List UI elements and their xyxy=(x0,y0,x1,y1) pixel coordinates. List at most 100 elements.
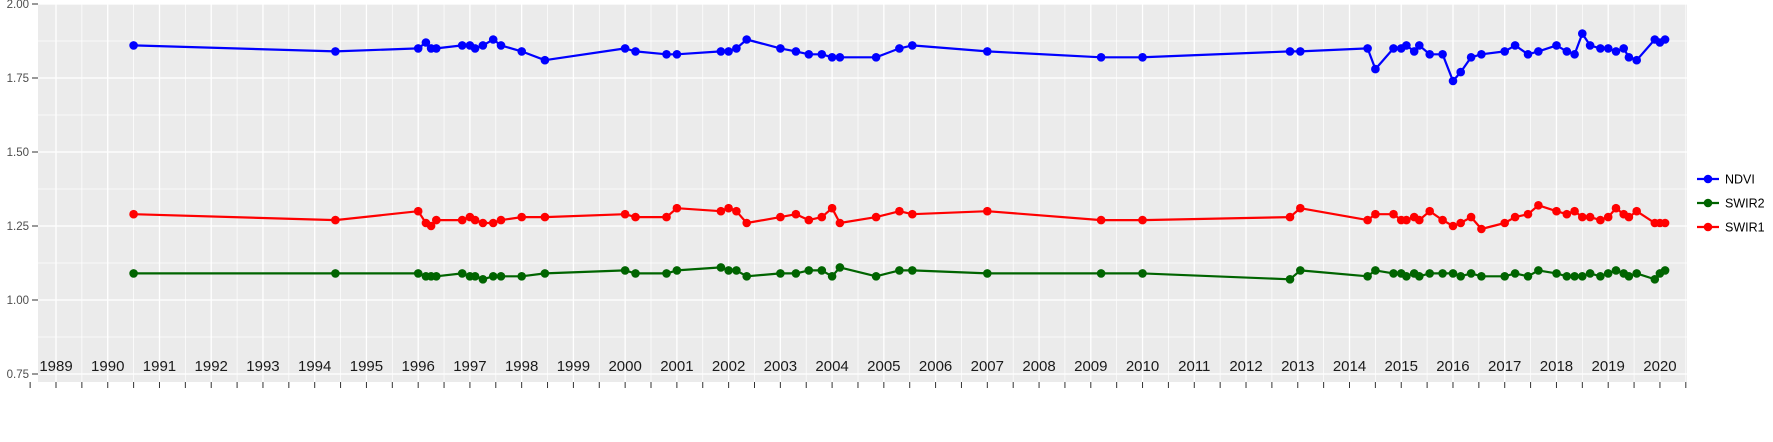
series-SWIR2-point xyxy=(1562,272,1572,281)
series-SWIR1-point xyxy=(817,212,827,222)
legend-item-SWIR1: SWIR1 xyxy=(1697,221,1765,235)
series-SWIR2-point xyxy=(1296,266,1305,275)
gridlines xyxy=(38,4,1687,382)
series-SWIR1-point xyxy=(631,212,640,222)
legend-label: NDVI xyxy=(1725,173,1755,187)
series-SWIR1-point xyxy=(1466,212,1476,222)
series-SWIR2-point xyxy=(1415,272,1424,281)
series-SWIR1-point xyxy=(1632,206,1641,216)
series-SWIR2-point xyxy=(432,272,441,281)
series-SWIR2-point xyxy=(1438,269,1447,278)
x-tick-label: 2014 xyxy=(1333,358,1366,375)
series-SWIR2-point xyxy=(457,269,467,278)
series-SWIR2-point xyxy=(672,266,682,275)
series-SWIR1-point xyxy=(1510,212,1520,222)
series-SWIR2-point xyxy=(1624,272,1634,281)
series-SWIR2-point xyxy=(1510,269,1520,278)
series-SWIR2-point xyxy=(1448,269,1458,278)
series-SWIR2-point xyxy=(908,266,917,275)
series-SWIR1-point xyxy=(983,206,992,216)
x-tick-label: 1998 xyxy=(505,358,538,375)
y-tick-label: 1.00 xyxy=(7,295,29,307)
series-NDVI xyxy=(129,29,1670,86)
x-tick-label: 2018 xyxy=(1540,358,1573,375)
series-SWIR1-point xyxy=(540,212,550,222)
y-tick-label: 1.75 xyxy=(7,73,29,85)
series-SWIR2-point xyxy=(804,266,814,275)
series-NDVI-point xyxy=(1456,67,1465,77)
x-tick-label: 2008 xyxy=(1022,358,1055,375)
series-NDVI-point xyxy=(1296,47,1305,56)
series-NDVI-point xyxy=(1603,44,1613,53)
series-NDVI-point xyxy=(1611,47,1621,56)
series-NDVI-point xyxy=(1371,64,1380,74)
legend-item-SWIR2: SWIR2 xyxy=(1697,197,1765,211)
series-SWIR1-point xyxy=(457,215,467,225)
series-SWIR1-point xyxy=(791,209,801,219)
series-SWIR1-point xyxy=(672,203,682,213)
series-SWIR2-point xyxy=(496,272,506,281)
series-SWIR1-point xyxy=(732,206,741,216)
series-SWIR2-point xyxy=(1650,275,1660,284)
series-SWIR2-point xyxy=(1632,269,1641,278)
series-SWIR2-point xyxy=(817,266,827,275)
series-NDVI-point xyxy=(724,47,733,56)
plot-panel xyxy=(38,4,1687,382)
y-tick-label: 1.25 xyxy=(7,221,29,233)
x-tick-label: 2009 xyxy=(1074,358,1107,375)
series-NDVI-point xyxy=(1552,41,1561,50)
series-NDVI-point xyxy=(662,50,671,59)
series-SWIR2-point xyxy=(983,269,992,278)
series-SWIR2-point xyxy=(1585,269,1595,278)
legend-item-NDVI: NDVI xyxy=(1697,173,1755,187)
series-SWIR2-point xyxy=(1578,272,1587,281)
series-SWIR2-point xyxy=(478,275,488,284)
series-NDVI-point xyxy=(1466,53,1476,62)
x-tick-label: 1989 xyxy=(39,358,72,375)
series-NDVI-point xyxy=(1510,41,1520,50)
y-tick-label: 1.50 xyxy=(7,147,29,159)
x-tick-label: 2012 xyxy=(1229,358,1262,375)
x-tick-label: 1996 xyxy=(401,358,434,375)
x-tick-label: 1991 xyxy=(143,358,176,375)
series-NDVI-point xyxy=(1596,44,1605,53)
series-SWIR2-point xyxy=(331,269,340,278)
series-SWIR1-point xyxy=(432,215,441,225)
series-NDVI-point xyxy=(742,35,751,44)
x-tick-label: 2016 xyxy=(1436,358,1469,375)
x-tick-label: 2000 xyxy=(608,358,641,375)
series-NDVI-point xyxy=(1624,53,1634,62)
series-NDVI-point xyxy=(478,41,488,50)
series-SWIR2-point xyxy=(662,269,671,278)
series-NDVI-point xyxy=(1632,55,1641,65)
x-tick-label: 2011 xyxy=(1178,358,1210,375)
series-NDVI-point xyxy=(1619,44,1628,53)
x-tick-label: 1994 xyxy=(298,358,331,375)
series-NDVI-point xyxy=(421,38,431,47)
series-NDVI-point xyxy=(1660,35,1670,44)
series-SWIR2-point xyxy=(791,269,801,278)
series-SWIR2-point xyxy=(1611,266,1621,275)
series-SWIR1-point xyxy=(517,212,526,222)
series-SWIR2-point xyxy=(1534,266,1543,275)
y-tick-label: 2.00 xyxy=(7,0,29,11)
series-SWIR1-point xyxy=(804,215,814,225)
x-tick-label: 2006 xyxy=(919,358,952,375)
series-SWIR2-point xyxy=(129,269,138,278)
series-SWIR1 xyxy=(129,201,1670,234)
series-NDVI-point xyxy=(457,41,467,50)
x-tick-label: 2020 xyxy=(1643,358,1676,375)
series-NDVI-point xyxy=(1534,47,1543,56)
series-NDVI-point xyxy=(470,44,480,53)
series-SWIR2-point xyxy=(1603,269,1613,278)
series-SWIR2-point xyxy=(470,272,480,281)
series-SWIR1-point xyxy=(1624,212,1634,222)
series-SWIR2-point xyxy=(1596,272,1605,281)
series-SWIR1-point xyxy=(1534,201,1543,210)
series-SWIR2-point xyxy=(631,269,640,278)
series-NDVI-point xyxy=(1402,41,1411,50)
series-SWIR1-point xyxy=(488,218,498,228)
series-NDVI-point xyxy=(1363,44,1372,53)
series-SWIR2-point xyxy=(742,272,751,281)
series-SWIR2-point xyxy=(1552,269,1561,278)
